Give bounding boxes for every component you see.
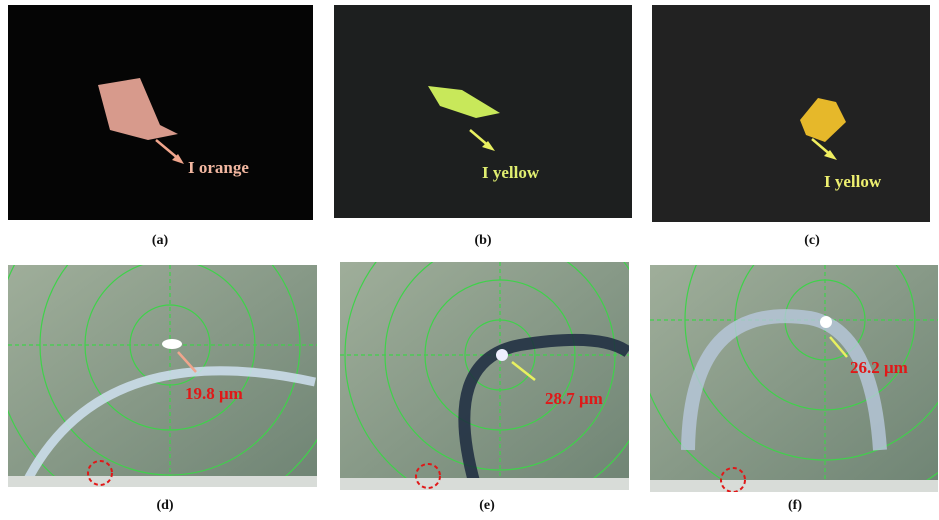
photo xyxy=(652,5,930,222)
figure: I orange (a) I yellow (b) I yellow (c) 1… xyxy=(0,0,939,520)
panel-a: I orange (a) xyxy=(8,5,313,248)
decoration xyxy=(340,478,629,490)
panel-c: I yellow (c) xyxy=(652,5,930,248)
crystal xyxy=(162,339,182,349)
panel-label: (c) xyxy=(804,233,820,248)
annotation: 19.8 μm xyxy=(185,384,243,403)
crystal xyxy=(820,316,832,328)
panel-label: (a) xyxy=(152,233,169,248)
decoration xyxy=(8,476,317,487)
crystal xyxy=(496,349,508,361)
panel-b: I yellow (b) xyxy=(334,5,632,248)
decoration xyxy=(650,480,938,492)
annotation: I orange xyxy=(188,158,249,177)
panel-label: (e) xyxy=(479,498,495,513)
panel-e xyxy=(340,200,655,510)
panel-label: (d) xyxy=(156,498,173,513)
annotation: 26.2 μm xyxy=(850,358,908,377)
panel-label: (f) xyxy=(788,498,802,513)
annotation: I yellow xyxy=(482,163,540,182)
photo xyxy=(8,5,313,220)
photo xyxy=(340,262,629,490)
panel-d xyxy=(0,170,345,520)
panel-label: (b) xyxy=(474,233,491,248)
annotation: 28.7 μm xyxy=(545,389,603,408)
annotation: I yellow xyxy=(824,172,882,191)
